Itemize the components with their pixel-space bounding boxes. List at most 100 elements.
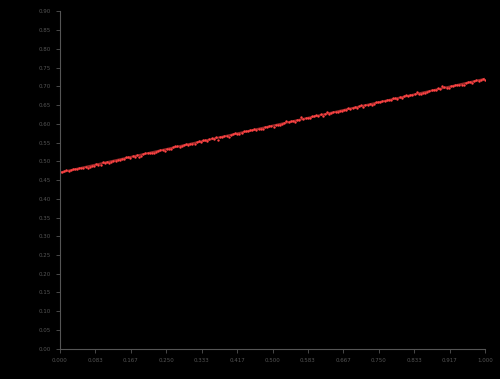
Point [364, 102, 372, 108]
Point [224, 134, 232, 140]
Point [330, 109, 338, 115]
Point [298, 114, 306, 121]
Point [402, 92, 410, 99]
Point [385, 97, 393, 103]
Point [154, 148, 162, 154]
Point [436, 86, 444, 92]
Point [238, 130, 246, 136]
Point [84, 165, 92, 171]
Point [259, 126, 267, 132]
Point [199, 137, 207, 143]
Point [434, 85, 442, 91]
Point [332, 109, 340, 115]
Point [300, 116, 308, 122]
Point [94, 162, 102, 168]
Point [415, 91, 423, 97]
Point [316, 111, 324, 117]
Point [456, 81, 464, 88]
Point [56, 169, 64, 175]
Point [73, 166, 81, 172]
Point [186, 141, 194, 147]
Point [310, 113, 318, 119]
Point [274, 122, 282, 128]
Point [75, 165, 83, 171]
Point [152, 149, 160, 155]
Point [440, 84, 448, 90]
Point [160, 148, 168, 154]
Point [366, 101, 374, 107]
Point [210, 136, 218, 142]
Point [376, 99, 384, 105]
Point [176, 144, 184, 150]
Point [406, 92, 414, 98]
Point [218, 134, 226, 140]
Point [114, 157, 122, 163]
Point [174, 143, 182, 149]
Point [69, 166, 77, 172]
Point [396, 94, 404, 100]
Point [442, 85, 450, 91]
Point [282, 118, 290, 124]
Point [88, 163, 96, 169]
Point [156, 147, 164, 153]
Point [71, 166, 79, 172]
Point [360, 104, 368, 110]
Point [338, 108, 346, 114]
Point [167, 146, 175, 152]
Point [252, 127, 260, 133]
Point [276, 122, 284, 128]
Point [80, 164, 88, 171]
Point [144, 150, 152, 156]
Point [231, 130, 239, 136]
Point [197, 138, 205, 144]
Point [404, 93, 412, 99]
Point [432, 87, 440, 93]
Point [250, 126, 258, 132]
Point [201, 137, 209, 143]
Point [374, 99, 382, 105]
Point [190, 141, 198, 147]
Point [120, 156, 128, 162]
Point [424, 89, 432, 95]
Point [479, 76, 487, 82]
Point [266, 123, 274, 129]
Point [116, 157, 124, 163]
Point [263, 124, 271, 130]
Point [336, 108, 344, 114]
Point [208, 135, 216, 141]
Point [60, 168, 68, 174]
Point [481, 77, 489, 83]
Point [62, 167, 70, 173]
Point [314, 113, 322, 119]
Point [466, 79, 474, 85]
Point [150, 150, 158, 156]
Point [58, 169, 66, 175]
Point [118, 156, 126, 162]
Point [133, 152, 141, 158]
Point [398, 95, 406, 101]
Point [86, 164, 94, 170]
Point [460, 81, 468, 88]
Point [464, 79, 472, 85]
Point [236, 130, 244, 136]
Point [342, 107, 350, 113]
Point [291, 119, 299, 125]
Point [412, 89, 420, 96]
Point [453, 81, 461, 88]
Point [321, 111, 329, 117]
Point [130, 154, 138, 160]
Point [389, 95, 397, 101]
Point [158, 147, 166, 153]
Point [204, 138, 212, 144]
Point [306, 115, 314, 121]
Point [444, 85, 452, 91]
Point [387, 97, 395, 103]
Point [101, 160, 109, 166]
Point [90, 163, 98, 169]
Point [242, 128, 250, 134]
Point [270, 124, 278, 130]
Point [182, 141, 190, 147]
Point [368, 102, 376, 108]
Point [126, 155, 134, 161]
Point [470, 78, 478, 84]
